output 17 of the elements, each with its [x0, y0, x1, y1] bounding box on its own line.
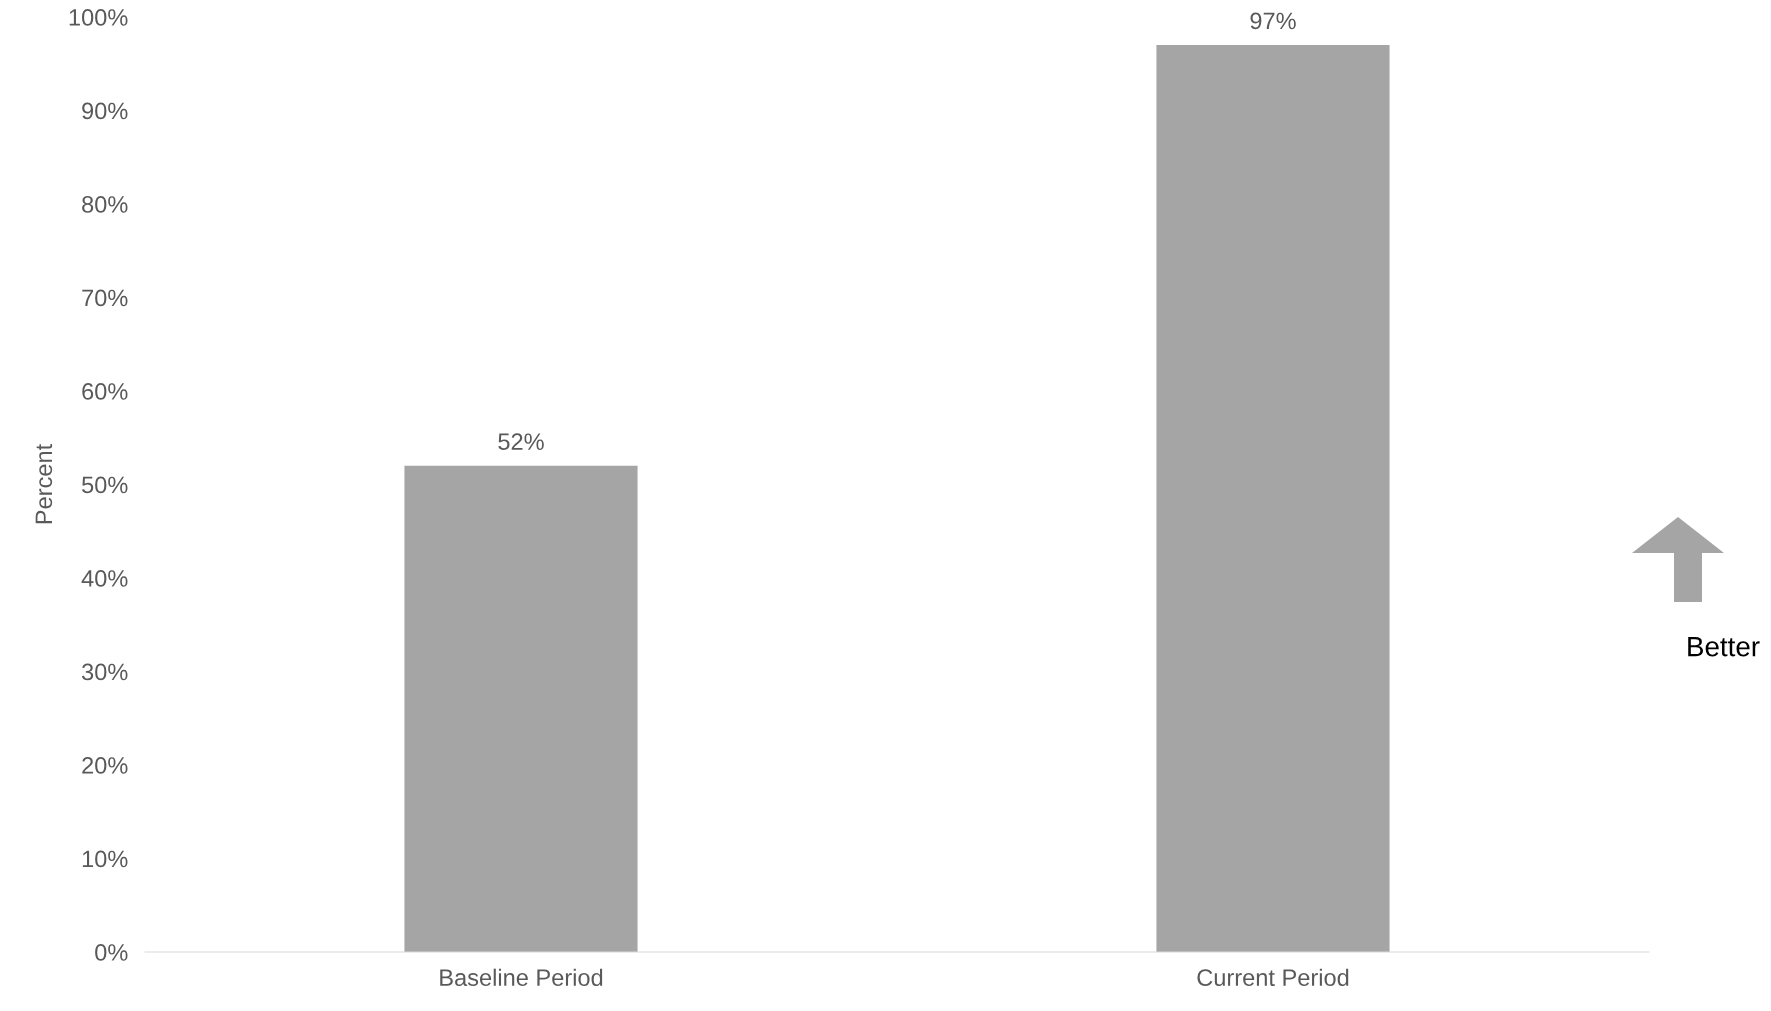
y-tick-label: 20% — [82, 757, 128, 774]
y-tick-label: 10% — [82, 850, 128, 868]
y-tick-label: 70% — [82, 289, 128, 307]
y-tick-label: 30% — [81, 663, 128, 681]
y-axis-title: Percent — [35, 443, 53, 524]
text: Better — [1688, 637, 1760, 657]
y-tick-label: 0% — [95, 944, 128, 961]
y-tick-label: 80% — [82, 196, 128, 213]
x-tick-label: Current Period — [1197, 968, 1349, 987]
data-label: 52% — [498, 433, 544, 451]
y-tick-label: 100% — [69, 9, 128, 26]
y-tick-label: 50% — [82, 476, 128, 494]
y-tick-label: 40% — [81, 570, 128, 587]
data-label: 97% — [1250, 12, 1296, 30]
y-tick-label: 90% — [82, 102, 128, 120]
y-tick-label: 60% — [82, 383, 128, 400]
x-tick-label: Baseline Period — [440, 968, 603, 987]
